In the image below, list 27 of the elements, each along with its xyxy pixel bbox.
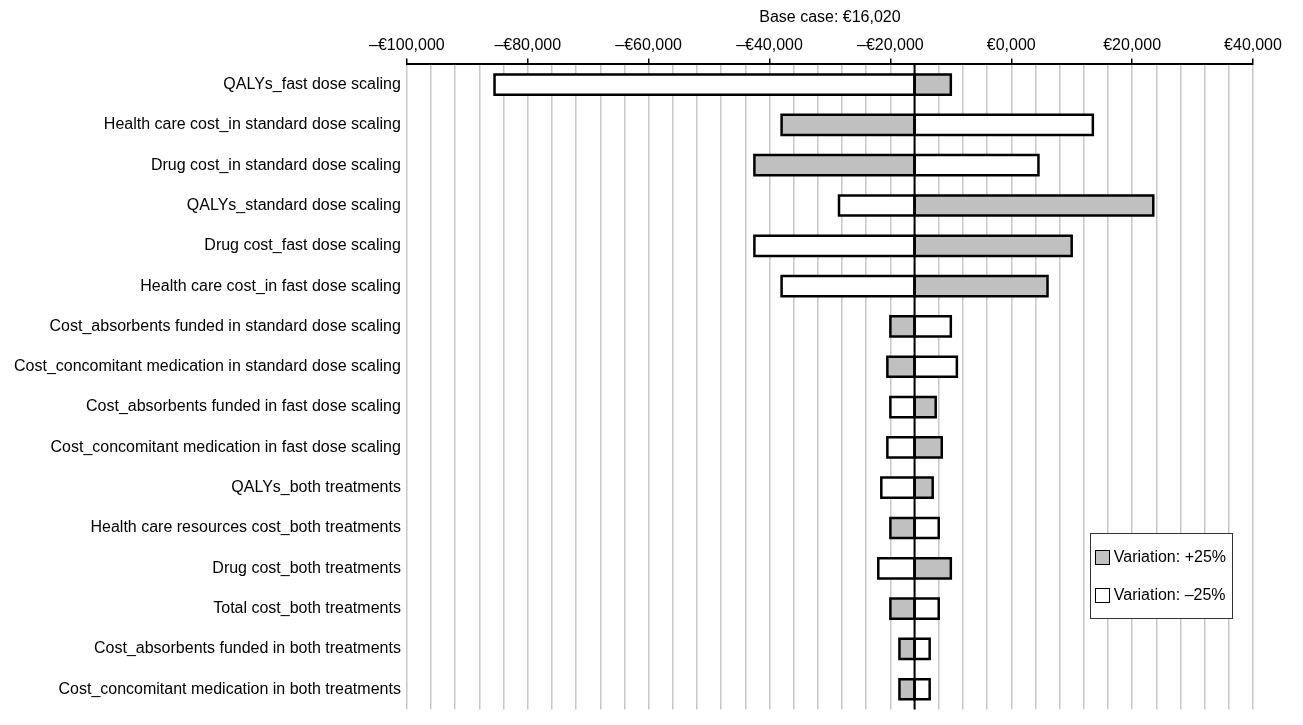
- x-tick-label: –€40,000: [736, 36, 803, 54]
- x-tick-label: €40,000: [1224, 36, 1283, 54]
- text: Variation: –25%: [1113, 586, 1226, 605]
- x-tick-label: €0,000: [986, 36, 1036, 54]
- x-tick-label: –€100,000: [369, 36, 445, 54]
- y-tick-label: Drug cost_fast dose scaling: [204, 236, 401, 255]
- y-tick-label: Drug cost_in standard dose scaling: [150, 155, 401, 174]
- y-tick-label: Cost_concomitant medication in both treatments: [58, 679, 401, 698]
- y-tick-label: QALYs_standard dose scaling: [186, 195, 401, 214]
- y-tick-label: QALYs_fast dose scaling: [223, 74, 401, 93]
- y-tick-label: Drug cost_both treatments: [212, 558, 401, 577]
- y-tick-label: Cost_absorbents funded in standard dose scaling: [49, 316, 401, 335]
- x-tick-label: €20,000: [1103, 36, 1162, 54]
- x-tick-label: –€60,000: [615, 36, 683, 54]
- y-tick-label: Cost_absorbents funded in fast dose scaling: [86, 397, 401, 416]
- y-tick-label: Health care cost_in fast dose scaling: [140, 276, 401, 295]
- y-tick-label: Total cost_both treatments: [213, 599, 401, 618]
- y-tick-label: QALYs_both treatments: [231, 478, 401, 497]
- y-tick-label: Health care resources cost_both treatments: [90, 518, 401, 537]
- legend-label: Variation: +25%: [1113, 548, 1226, 567]
- y-tick-label: Cost_concomitant medication in fast dose scaling: [50, 437, 401, 456]
- y-tick-label: Health care cost_in standard dose scaling: [103, 115, 401, 134]
- x-axis-title: Base case: €16,020: [759, 8, 901, 26]
- y-tick-label: Cost_concomitant medication in standard dose scaling: [13, 357, 401, 376]
- x-tick-label: –€20,000: [857, 36, 924, 54]
- y-tick-label: Cost_absorbents funded in both treatments: [94, 639, 401, 658]
- x-tick-label: –€80,000: [494, 36, 562, 54]
